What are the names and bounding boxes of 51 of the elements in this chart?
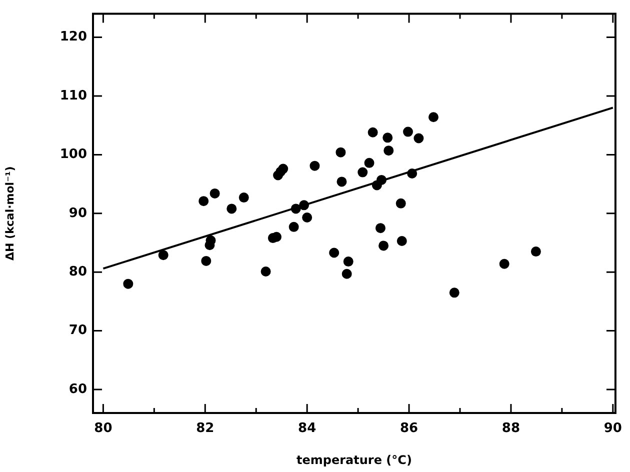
point [201,256,212,266]
point [378,240,389,251]
point [302,212,312,223]
point [342,268,352,279]
point [278,164,288,174]
point [449,288,460,298]
point [310,160,320,171]
y-tick-label: 90 [68,206,87,221]
x-tick-label: 82 [196,421,214,436]
point [210,188,220,198]
x-tick-label: 88 [502,421,520,436]
point [158,250,168,260]
point [414,133,424,144]
point [123,278,134,289]
y-tick-label: 120 [60,30,87,45]
point [396,198,406,208]
point [364,158,374,168]
x-tick-label: 90 [604,421,622,436]
point [290,204,301,214]
point [384,146,394,156]
point [343,256,354,267]
point [299,200,310,210]
point [375,223,386,234]
point [368,127,378,138]
point [226,204,237,214]
point [407,168,418,178]
y-tick-label: 60 [68,382,87,397]
point [530,246,541,257]
x-tick-label: 84 [298,421,316,436]
y-tick-label: 80 [68,264,87,280]
y-axis-title: ΔH (kcal·mol⁻¹) [3,166,16,261]
y-tick-label: 110 [60,88,87,104]
x-tick-label: 86 [400,421,418,436]
point [288,222,299,232]
point [499,258,510,269]
point [198,196,209,206]
point [382,132,393,143]
point [403,126,413,137]
y-tick-label: 70 [68,323,87,338]
x-tick-label: 80 [94,421,112,436]
point [260,266,271,277]
point [396,236,407,246]
y-tick-label: 100 [60,147,87,162]
x-axis-title: temperature (°C) [296,452,412,467]
point [376,174,386,185]
point [428,112,438,122]
point [358,167,368,178]
point [336,147,346,158]
point [238,192,249,203]
point [329,248,340,258]
point [336,176,347,187]
